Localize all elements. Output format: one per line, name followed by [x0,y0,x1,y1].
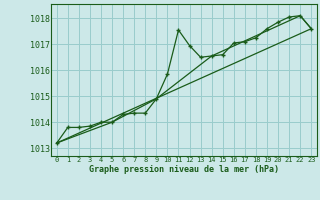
X-axis label: Graphe pression niveau de la mer (hPa): Graphe pression niveau de la mer (hPa) [89,165,279,174]
